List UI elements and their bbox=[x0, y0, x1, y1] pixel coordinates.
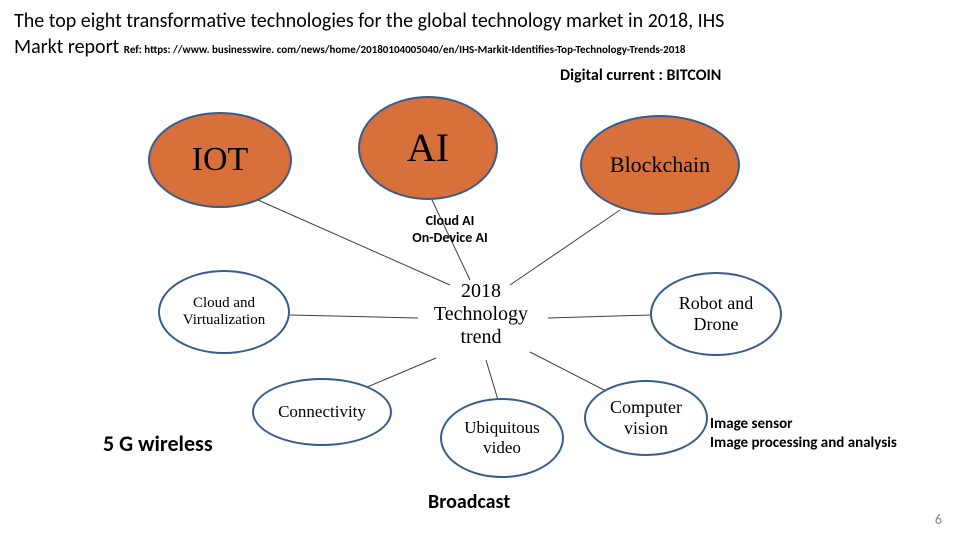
center-hub: 2018Technologytrend bbox=[411, 280, 551, 360]
node-blockchain: Blockchain bbox=[580, 115, 740, 215]
node-blockchain-label: Blockchain bbox=[610, 152, 710, 177]
node-cloudvirt-label: Cloud andVirtualization bbox=[183, 295, 265, 330]
node-connectivity-label: Connectivity bbox=[278, 402, 366, 422]
node-iot-label: IOT bbox=[192, 140, 249, 179]
node-cv: Computervision bbox=[584, 380, 708, 456]
five-g-label: 5 G wireless bbox=[103, 430, 213, 457]
node-ai: AI bbox=[358, 96, 498, 200]
node-connectivity: Connectivity bbox=[252, 378, 392, 446]
digital-current-label: Digital current : BITCOIN bbox=[560, 66, 721, 85]
broadcast-label: Broadcast bbox=[428, 490, 510, 514]
slide-title: The top eight transformative technologie… bbox=[14, 8, 944, 60]
title-line1: The top eight transformative technologie… bbox=[14, 9, 724, 33]
node-robot-label: Robot andDrone bbox=[679, 293, 754, 334]
node-robot: Robot andDrone bbox=[650, 272, 782, 356]
digital-current-text: Digital current : BITCOIN bbox=[560, 66, 721, 85]
node-ubiquitous: Ubiquitousvideo bbox=[440, 398, 564, 478]
node-ai-label: AI bbox=[407, 125, 449, 171]
page-number: 6 bbox=[935, 511, 942, 528]
ai-sublabel: Cloud AIOn-Device AI bbox=[390, 212, 510, 246]
title-line2-prefix: Markt report bbox=[14, 35, 124, 59]
node-ubiquitous-label: Ubiquitousvideo bbox=[464, 418, 540, 457]
node-cloudvirt: Cloud andVirtualization bbox=[158, 270, 290, 354]
cv-sublabel: Image sensorImage processing and analysi… bbox=[710, 415, 897, 453]
node-cv-label: Computervision bbox=[610, 397, 682, 438]
node-iot: IOT bbox=[148, 112, 292, 208]
reference-text: Ref: https: //www. businesswire. com/new… bbox=[124, 43, 686, 56]
